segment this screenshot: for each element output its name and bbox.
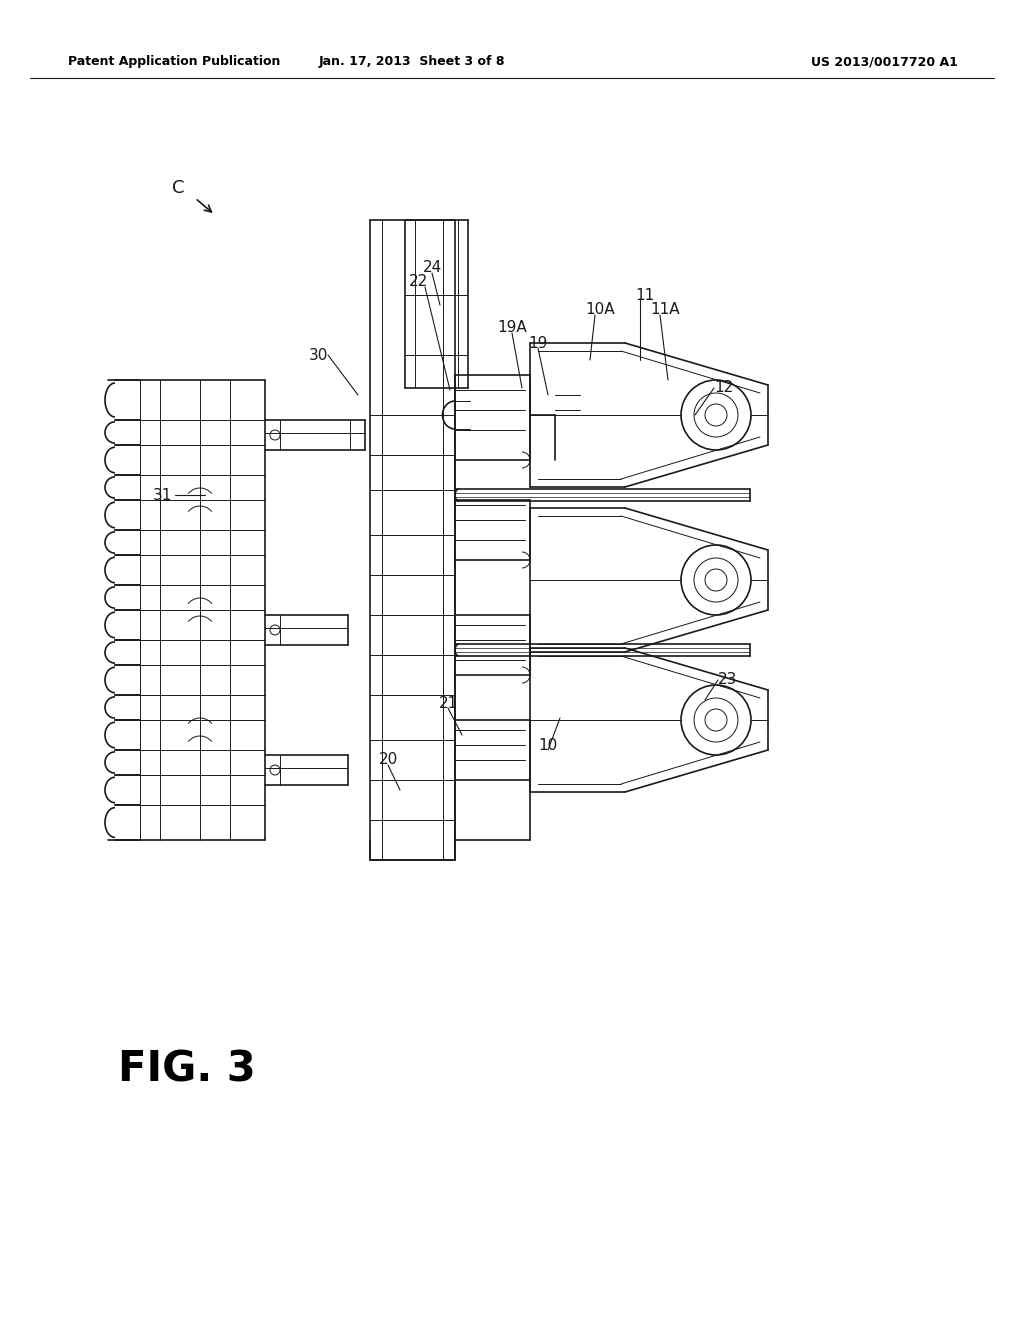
- Text: 11: 11: [635, 288, 654, 302]
- Text: Jan. 17, 2013  Sheet 3 of 8: Jan. 17, 2013 Sheet 3 of 8: [318, 55, 505, 69]
- Text: US 2013/0017720 A1: US 2013/0017720 A1: [811, 55, 958, 69]
- Text: 19A: 19A: [497, 321, 527, 335]
- Text: FIG. 3: FIG. 3: [118, 1049, 256, 1092]
- Text: 10A: 10A: [585, 302, 614, 318]
- Text: 24: 24: [422, 260, 441, 276]
- Text: 11A: 11A: [650, 302, 680, 318]
- Text: 31: 31: [153, 487, 172, 503]
- Text: 20: 20: [379, 752, 397, 767]
- Text: 22: 22: [409, 275, 428, 289]
- Text: 12: 12: [715, 380, 733, 396]
- Text: 30: 30: [308, 347, 328, 363]
- Text: 19: 19: [528, 335, 548, 351]
- Text: C: C: [172, 180, 184, 197]
- Text: 10: 10: [539, 738, 558, 752]
- Text: 23: 23: [718, 672, 737, 688]
- Text: 21: 21: [438, 696, 458, 710]
- Text: Patent Application Publication: Patent Application Publication: [68, 55, 281, 69]
